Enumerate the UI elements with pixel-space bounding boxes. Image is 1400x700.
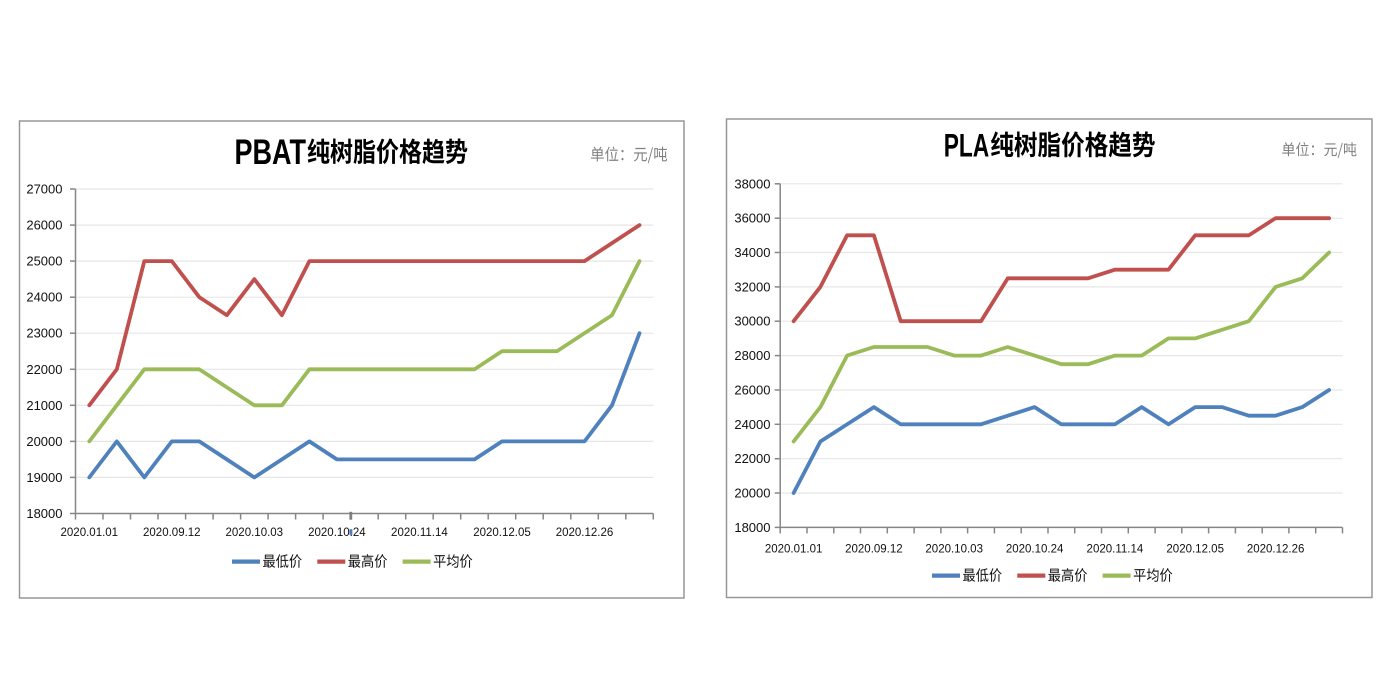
svg-text:20000: 20000	[26, 434, 62, 449]
svg-text:24000: 24000	[734, 417, 770, 432]
svg-text:2020.09.12: 2020.09.12	[845, 544, 903, 556]
svg-text:38000: 38000	[734, 176, 770, 191]
svg-text:2020.10.03: 2020.10.03	[925, 544, 983, 556]
svg-text:30000: 30000	[734, 314, 770, 329]
svg-text:26000: 26000	[26, 218, 62, 233]
svg-text:2020.10.24: 2020.10.24	[1006, 544, 1064, 556]
svg-text:18000: 18000	[734, 520, 770, 535]
svg-text:20000: 20000	[734, 486, 770, 501]
svg-text:2020.01.01: 2020.01.01	[61, 527, 119, 539]
svg-text:21000: 21000	[26, 398, 62, 413]
svg-text:32000: 32000	[734, 279, 770, 294]
svg-text:2020.12.26: 2020.12.26	[1247, 544, 1305, 556]
svg-text:18000: 18000	[26, 506, 62, 521]
svg-text:2020.12.26: 2020.12.26	[556, 527, 614, 539]
svg-text:2020.12.05: 2020.12.05	[473, 527, 531, 539]
svg-text:2020.10.24: 2020.10.24	[308, 527, 366, 539]
svg-text:2020.10.03: 2020.10.03	[226, 527, 284, 539]
svg-text:PLA: PLA	[944, 128, 990, 164]
svg-text:22000: 22000	[26, 362, 62, 377]
svg-text:22000: 22000	[734, 451, 770, 466]
svg-text:27000: 27000	[26, 182, 62, 197]
svg-text:2020.11.14: 2020.11.14	[1087, 544, 1144, 556]
svg-text:2020.11.14: 2020.11.14	[391, 527, 448, 539]
svg-text:2020.01.01: 2020.01.01	[765, 544, 823, 556]
svg-text:34000: 34000	[734, 245, 770, 260]
svg-text:19000: 19000	[26, 470, 62, 485]
svg-text:36000: 36000	[734, 211, 770, 226]
svg-text:26000: 26000	[734, 383, 770, 398]
svg-text:24000: 24000	[26, 290, 62, 305]
svg-text:PBAT: PBAT	[235, 133, 307, 172]
svg-text:2020.09.12: 2020.09.12	[143, 527, 201, 539]
svg-text:28000: 28000	[734, 348, 770, 363]
svg-text:23000: 23000	[26, 326, 62, 341]
svg-text:25000: 25000	[26, 254, 62, 269]
svg-text:2020.12.05: 2020.12.05	[1166, 544, 1224, 556]
